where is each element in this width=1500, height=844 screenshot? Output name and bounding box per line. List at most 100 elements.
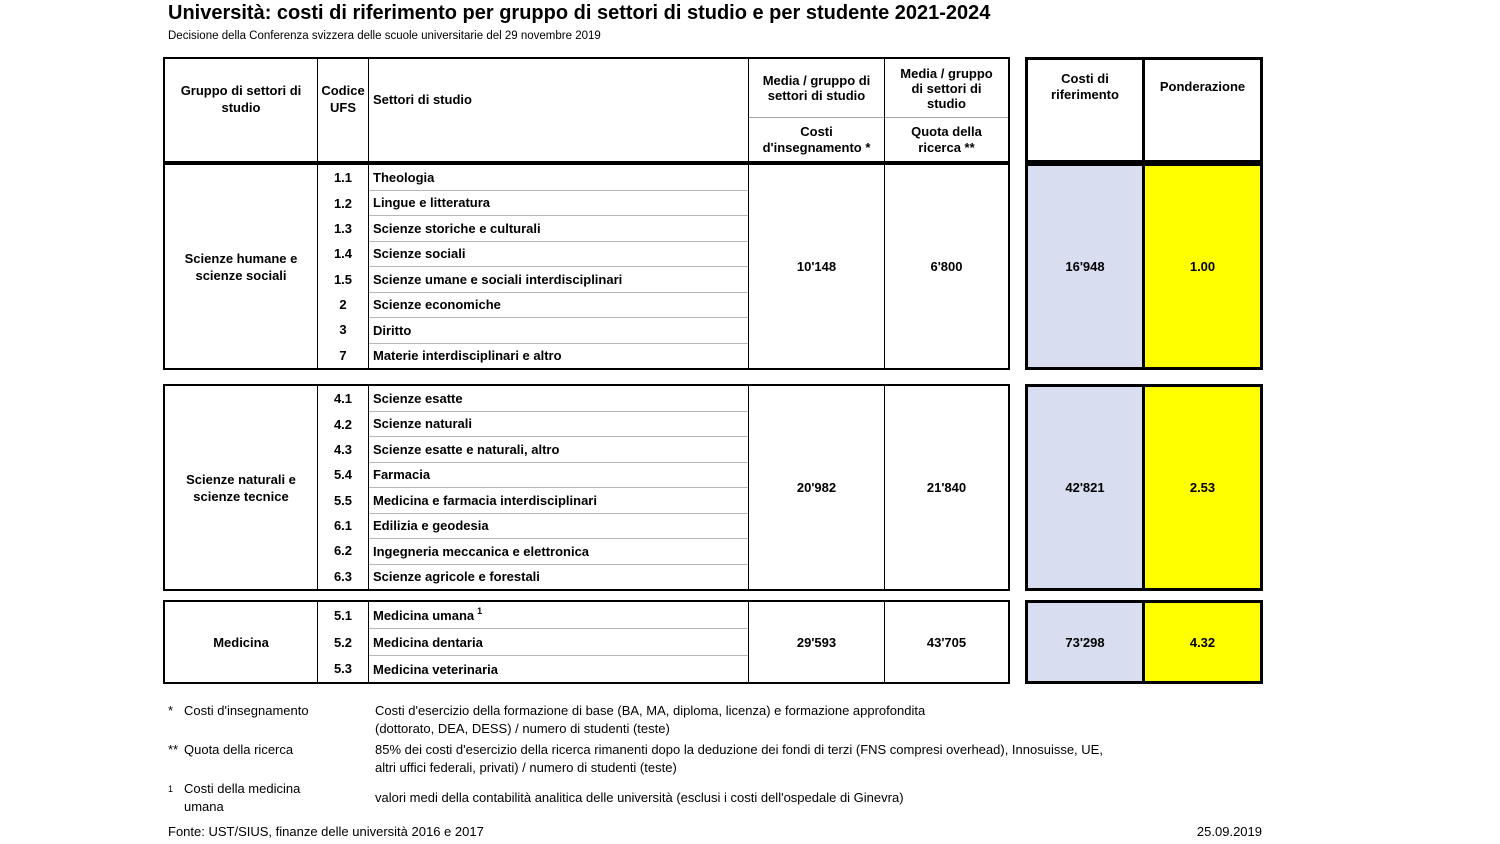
block-gap [1010, 384, 1025, 591]
header-code-col: Codice UFS [317, 59, 368, 161]
code-cell: 4.3 [333, 441, 353, 457]
reference-cost-value: 16'948 [1028, 166, 1142, 367]
table-groups: Scienze humane e scienze sociali 1.1 1.2 1.… [163, 163, 1263, 684]
code-cell: 4.2 [333, 416, 353, 432]
code-cell: 1.3 [333, 220, 353, 236]
group-name: Medicina [213, 634, 269, 650]
footnote-marker: 1 [168, 780, 184, 802]
code-cell: 7 [339, 347, 347, 363]
group-main-block: Medicina 5.1 5.2 5.3 Medicina umana 1 Medicina… [163, 600, 1010, 684]
sector-label: Scienze esatte e naturali, altro [373, 441, 560, 457]
group-band: Medicina 5.1 5.2 5.3 Medicina umana 1 Medicina… [163, 600, 1263, 684]
group-band: Scienze humane e scienze sociali 1.1 1.2 1.… [163, 163, 1263, 370]
teaching-cost-value: 20'982 [748, 386, 884, 589]
code-cell: 5.4 [333, 467, 353, 483]
footnote-description: 85% dei costi d'esercizio della ricerca … [375, 742, 1103, 775]
header-code-label: Codice UFS [321, 83, 365, 115]
sector-label: Scienze agricole e forestali [373, 569, 540, 585]
header-group-label: Gruppo di settori di studio [180, 83, 302, 115]
code-cell: 5.5 [333, 492, 353, 508]
code-column: 4.1 4.2 4.3 5.4 5.5 6.1 6.2 6.3 [317, 386, 368, 589]
sector-label: Theologia [373, 169, 435, 185]
footnote-label: Quota della ricerca [184, 742, 294, 757]
sector-cell: Scienze economiche [369, 293, 748, 318]
code-cell: 6.3 [333, 568, 353, 584]
sector-cell: Scienze umane e sociali interdisciplinar… [369, 267, 748, 293]
group-name-cell: Medicina [165, 602, 317, 682]
teaching-cost-value: 29'593 [748, 602, 884, 682]
code-cell: 6.1 [333, 518, 353, 534]
sector-cell: Ingegneria meccanica e elettronica [369, 539, 748, 565]
sector-cell: Medicina veterinaria [369, 656, 748, 682]
weighting-value: 4.32 [1142, 603, 1260, 681]
sector-cell: Farmacia [369, 463, 748, 488]
sector-label: Scienze umane e sociali interdisciplinar… [373, 271, 623, 287]
header-teaching-top-label: Media / gruppo di settori di studio [749, 59, 884, 118]
sector-cell: Medicina dentaria [369, 629, 748, 656]
sector-label: Lingue e litteratura [373, 195, 491, 211]
code-cell: 5.3 [333, 661, 353, 677]
footnote-description: Costi d'esercizio della formazione di ba… [375, 703, 926, 736]
sector-label: Scienze economiche [373, 297, 501, 313]
group-reference-block: 16'948 1.00 [1025, 163, 1263, 370]
sector-footnote-ref: 1 [477, 606, 483, 616]
sector-label: Farmacia [373, 467, 431, 483]
sector-cell: Edilizia e geodesia [369, 514, 748, 539]
research-share-value: 21'840 [884, 386, 1008, 589]
header-sectors-col: Settori di studio [368, 59, 748, 161]
sector-label: Edilizia e geodesia [373, 518, 489, 534]
teaching-cost-value: 10'148 [748, 165, 884, 368]
code-cell: 5.1 [333, 607, 353, 623]
sector-cell: Scienze agricole e forestali [369, 565, 748, 590]
header-reference-block: Costi di riferimento Ponderazione [1025, 57, 1263, 163]
page-subtitle: Decisione della Conferenza svizzera dell… [168, 30, 601, 42]
footnote-label: Costi della medicina umana [184, 781, 301, 814]
code-cell: 4.1 [333, 391, 353, 407]
date-label: 25.09.2019 [1196, 824, 1262, 839]
sectors-column: Theologia Lingue e litteratura Scienze sto… [368, 165, 748, 368]
sector-cell: Scienze esatte [369, 386, 748, 412]
group-reference-block: 42'821 2.53 [1025, 384, 1263, 591]
cost-table: Gruppo di settori di studio Codice UFS S… [163, 57, 1263, 684]
footnote-marker: * [168, 703, 174, 718]
block-gap [1010, 600, 1025, 684]
sector-label: Scienze naturali [373, 416, 472, 432]
footnote-label-cell: 1 Costi della medicina umana [168, 780, 375, 816]
footnote-label-cell: ** Quota della ricerca [168, 741, 375, 777]
group-name-cell: Scienze naturali e scienze tecnice [165, 386, 317, 589]
header-research-sub-label: Quota della ricerca ** [911, 123, 982, 155]
group-main-block: Scienze humane e scienze sociali 1.1 1.2 1.… [163, 163, 1010, 370]
reference-cost-value: 73'298 [1028, 603, 1142, 681]
block-gap [1010, 163, 1025, 370]
code-cell: 1.1 [333, 170, 353, 186]
code-column: 1.1 1.2 1.3 1.4 1.5 2 3 7 [317, 165, 368, 368]
sector-label: Medicina veterinaria [373, 661, 498, 677]
sectors-column: Scienze esatte Scienze naturali Scienze es… [368, 386, 748, 589]
sector-cell: Scienze storiche e culturali [369, 216, 748, 242]
sector-cell: Scienze esatte e naturali, altro [369, 437, 748, 463]
header-teaching-sub-label: Costi d'insegnamento * [762, 123, 871, 155]
weighting-value: 2.53 [1142, 387, 1260, 588]
header-sectors-label: Settori di studio [373, 91, 472, 107]
research-share-value: 43'705 [884, 602, 1008, 682]
block-gap [1010, 57, 1025, 163]
code-cell: 6.2 [333, 543, 353, 559]
sector-label: Diritto [373, 322, 412, 338]
code-cell: 2 [339, 297, 347, 313]
sectors-column: Medicina umana 1 Medicina dentaria Medicina… [368, 602, 748, 682]
header-reference-label: Costi di riferimento [1051, 71, 1119, 102]
source-line: Fonte: UST/SIUS, finanze delle universit… [168, 824, 484, 839]
code-cell: 5.2 [333, 634, 353, 650]
header-group-col: Gruppo di settori di studio [165, 59, 317, 161]
sector-label: Scienze storiche e culturali [373, 220, 541, 236]
code-cell: 1.2 [333, 195, 353, 211]
footnote-label: Costi d'insegnamento [184, 703, 309, 718]
sector-label: Scienze sociali [373, 246, 466, 262]
sector-label: Ingegneria meccanica e elettronica [373, 543, 590, 559]
code-column: 5.1 5.2 5.3 [317, 602, 368, 682]
group-main-block: Scienze naturali e scienze tecnice 4.1 4.2… [163, 384, 1010, 591]
group-band: Scienze naturali e scienze tecnice 4.1 4.2… [163, 384, 1263, 591]
sector-label: Materie interdisciplinari e altro [373, 348, 562, 364]
group-reference-block: 73'298 4.32 [1025, 600, 1263, 684]
code-cell: 1.5 [333, 271, 353, 287]
